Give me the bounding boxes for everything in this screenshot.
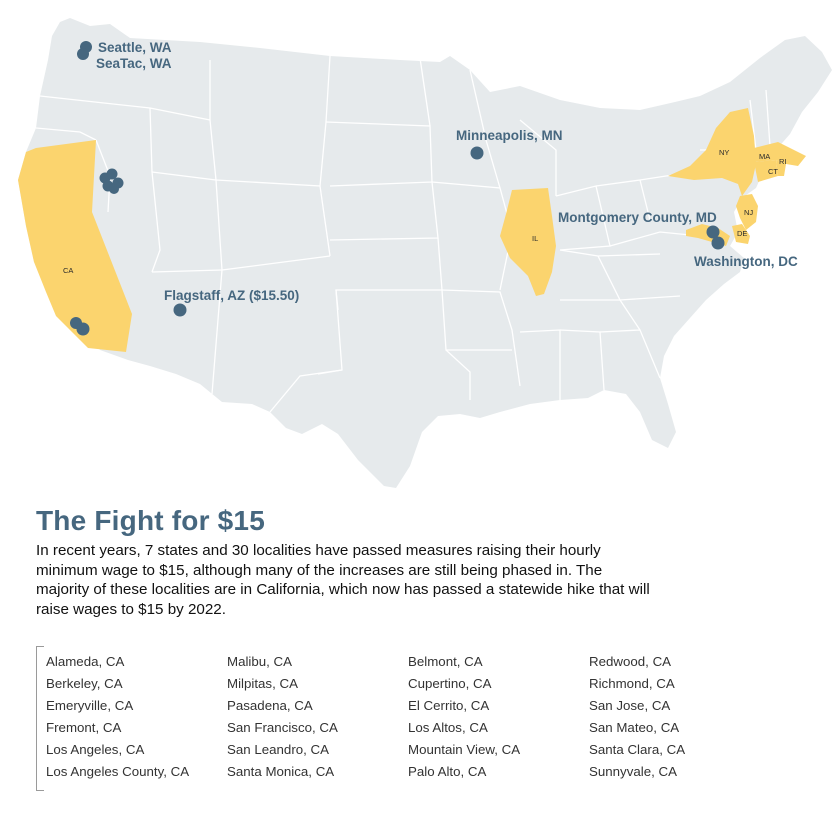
state-ca bbox=[18, 140, 132, 352]
label-seattle: Seattle, WA bbox=[98, 40, 172, 55]
list-item: Redwood, CA bbox=[589, 654, 672, 669]
dot-washington bbox=[711, 236, 725, 250]
list-item: Los Altos, CA bbox=[408, 720, 488, 735]
list-item: Palo Alto, CA bbox=[408, 764, 487, 779]
dot-flagstaff bbox=[173, 303, 187, 317]
page-title: The Fight for $15 bbox=[36, 505, 265, 536]
list-item: Cupertino, CA bbox=[408, 676, 492, 691]
state-ny bbox=[668, 108, 756, 196]
list-item: Alameda, CA bbox=[46, 654, 125, 669]
list-item: Mountain View, CA bbox=[408, 742, 521, 757]
state-ct bbox=[754, 160, 778, 182]
list-item: Pasadena, CA bbox=[227, 698, 313, 713]
list-item: Belmont, CA bbox=[408, 654, 483, 669]
state-label-ct: CT bbox=[768, 167, 778, 176]
state-nj bbox=[736, 194, 758, 230]
state-label-ri: RI bbox=[779, 157, 787, 166]
locality-column-2: Malibu, CA Milpitas, CA Pasadena, CA San… bbox=[227, 651, 338, 783]
list-item: El Cerrito, CA bbox=[408, 698, 490, 713]
dot-bay-area-5 bbox=[109, 184, 119, 194]
dot-la-2 bbox=[76, 322, 90, 336]
state-il bbox=[500, 188, 556, 296]
state-ma bbox=[754, 142, 806, 166]
state-label-nj: NJ bbox=[744, 208, 753, 217]
list-bracket-bottom bbox=[36, 790, 44, 791]
state-label-ny: NY bbox=[719, 148, 729, 157]
list-item: Los Angeles County, CA bbox=[46, 764, 190, 779]
state-de bbox=[732, 224, 750, 244]
label-minneapolis: Minneapolis, MN bbox=[456, 128, 563, 143]
list-item: Malibu, CA bbox=[227, 654, 293, 669]
state-label-de: DE bbox=[737, 229, 747, 238]
list-item: Richmond, CA bbox=[589, 676, 675, 691]
us-map-svg: CA IL NY MA RI CT NJ DE Seattle, WA SeaT… bbox=[18, 18, 832, 488]
label-flagstaff: Flagstaff, AZ ($15.50) bbox=[164, 288, 299, 303]
locality-column-4: Redwood, CA Richmond, CA San Jose, CA Sa… bbox=[589, 651, 685, 783]
dot-seatac bbox=[77, 48, 89, 60]
state-borders bbox=[35, 55, 771, 413]
list-item: Berkeley, CA bbox=[46, 676, 123, 691]
dot-bay-area-2 bbox=[106, 168, 118, 180]
label-montgomery: Montgomery County, MD bbox=[558, 210, 717, 225]
list-item: San Mateo, CA bbox=[589, 720, 680, 735]
us-landmass bbox=[18, 18, 832, 488]
list-item: San Jose, CA bbox=[589, 698, 671, 713]
city-dots bbox=[70, 41, 725, 336]
list-bracket-top bbox=[36, 646, 44, 647]
dot-minneapolis bbox=[470, 146, 484, 160]
list-item: Los Angeles, CA bbox=[46, 742, 145, 757]
dot-montgomery bbox=[706, 225, 720, 239]
list-item: San Francisco, CA bbox=[227, 720, 338, 735]
locality-column-1: Alameda, CA Berkeley, CA Emeryville, CA … bbox=[46, 651, 189, 783]
list-item: San Leandro, CA bbox=[227, 742, 330, 757]
locality-column-3: Belmont, CA Cupertino, CA El Cerrito, CA… bbox=[408, 651, 520, 783]
list-item: Sunnyvale, CA bbox=[589, 764, 677, 779]
list-item: Emeryville, CA bbox=[46, 698, 134, 713]
list-item: Milpitas, CA bbox=[227, 676, 298, 691]
us-map: CA IL NY MA RI CT NJ DE Seattle, WA SeaT… bbox=[18, 18, 832, 488]
state-label-il: IL bbox=[532, 234, 538, 243]
state-ri bbox=[776, 160, 786, 176]
list-item: Fremont, CA bbox=[46, 720, 122, 735]
label-seatac: SeaTac, WA bbox=[96, 56, 172, 71]
state-label-ma: MA bbox=[759, 152, 770, 161]
list-bracket bbox=[36, 646, 37, 790]
list-item: Santa Clara, CA bbox=[589, 742, 686, 757]
list-item: Santa Monica, CA bbox=[227, 764, 335, 779]
description-text: In recent years, 7 states and 30 localit… bbox=[36, 542, 650, 618]
label-washington: Washington, DC bbox=[694, 254, 798, 269]
state-label-ca: CA bbox=[63, 266, 73, 275]
